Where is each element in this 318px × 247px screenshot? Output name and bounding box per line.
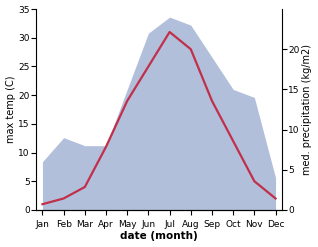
Y-axis label: med. precipitation (kg/m2): med. precipitation (kg/m2)	[302, 44, 313, 175]
Y-axis label: max temp (C): max temp (C)	[5, 76, 16, 143]
X-axis label: date (month): date (month)	[120, 231, 198, 242]
